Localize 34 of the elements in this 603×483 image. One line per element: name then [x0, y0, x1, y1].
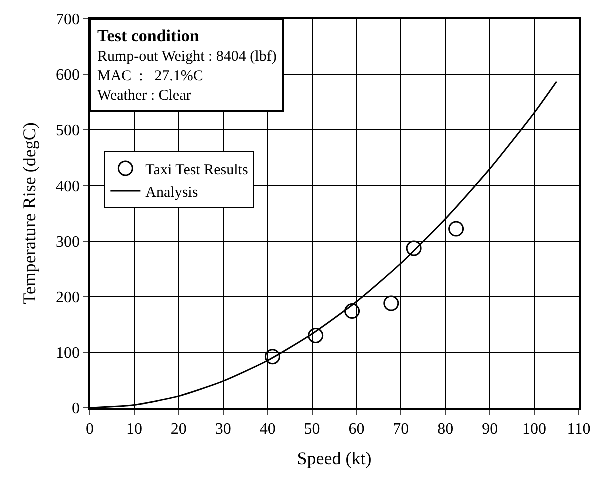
x-tick-label: 50 [304, 420, 320, 438]
x-tick-label: 10 [126, 420, 142, 438]
annotation: Test condition [98, 26, 200, 46]
point [264, 349, 280, 365]
y-tick-label: 100 [56, 345, 80, 362]
point [406, 240, 422, 256]
x-tick-label: 70 [393, 420, 410, 438]
y-tick-label: 0 [72, 400, 80, 418]
x-axis-title: Speed (kt) [297, 448, 372, 469]
x-tick-label: 0 [86, 420, 94, 438]
annotation: MAC : 27.1%C [98, 68, 204, 84]
annotation: Weather : Clear [98, 88, 192, 104]
x-tick-label: 80 [438, 420, 454, 438]
legend-label: Analysis [146, 184, 198, 201]
x-tick-label: 60 [348, 420, 365, 438]
x-tick-label: 90 [482, 420, 498, 438]
y-tick-label: 200 [56, 289, 80, 306]
y-tick-label: 600 [56, 67, 80, 84]
x-tick-label: 40 [260, 420, 276, 438]
annotation: Rump-out Weight : 8404 (lbf) [98, 49, 277, 65]
point [344, 304, 360, 320]
point [448, 221, 464, 237]
x-tick-label: 100 [522, 420, 547, 438]
y-tick-label: 400 [56, 178, 80, 196]
point [384, 296, 400, 312]
y-tick-label: 500 [56, 122, 80, 140]
point [308, 328, 324, 344]
y-axis-title: Temperature Rise (degC) [20, 122, 40, 304]
y-tick-label: 300 [56, 234, 80, 251]
y-tick-label: 700 [56, 12, 80, 29]
x-tick-label: 110 [567, 420, 591, 438]
x-tick-label: 20 [170, 420, 187, 438]
x-tick-label: 30 [215, 420, 232, 438]
legend-label: Taxi Test Results [146, 162, 248, 178]
